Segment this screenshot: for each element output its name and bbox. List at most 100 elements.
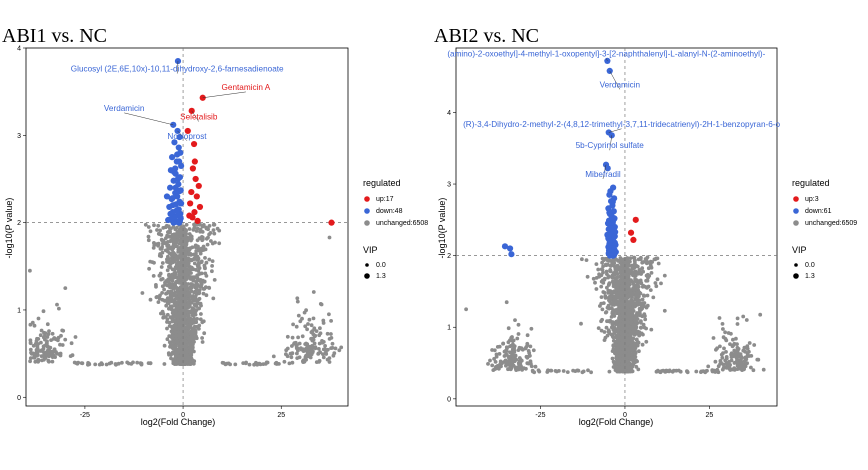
plot-frame [455,47,778,407]
unchanged-point [525,341,530,346]
unchanged-point [185,269,190,274]
unchanged-point [645,303,650,308]
unchanged-point [509,343,514,348]
down-point [175,144,182,151]
unchanged-point [296,313,301,318]
unchanged-point [114,362,119,367]
unchanged-point [192,331,197,336]
unchanged-point [160,261,165,265]
unchanged-point [167,334,172,338]
unchanged-point [187,227,192,231]
unchanged-point [605,285,609,290]
unchanged-point [720,355,725,360]
unchanged-point [295,351,299,356]
unchanged-point [731,337,735,342]
unchanged-point [511,356,516,361]
unchanged-point [188,316,193,321]
unchanged-point [545,369,550,373]
unchanged-point [200,235,204,239]
unchanged-point [170,331,175,336]
unchanged-point [608,264,613,268]
unchanged-point [645,272,650,277]
unchanged-point [649,271,654,275]
unchanged-point [694,369,699,374]
unchanged-point [188,276,193,280]
unchanged-point [193,303,197,308]
unchanged-point [623,315,628,320]
unchanged-point [504,352,509,357]
unchanged-point [631,343,635,348]
unchanged-point [631,309,636,313]
metabolite-label: Mibefradil [585,170,621,179]
unchanged-point [171,251,176,256]
unchanged-point [173,285,178,290]
unchanged-point [198,317,203,322]
unchanged-point [603,310,608,315]
unchanged-point [312,341,317,346]
unchanged-point [648,288,653,292]
x-axis-label: log2(Fold Change) [141,417,216,427]
unchanged-point [508,365,513,370]
unchanged-point [221,361,226,365]
unchanged-point [626,320,630,325]
unchanged-point [296,335,300,340]
unchanged-point [325,347,330,352]
unchanged-point [600,256,605,261]
unchanged-point [635,291,640,296]
down-point [607,188,614,195]
unchanged-point [179,255,184,260]
x-tick-label: 0 [623,412,627,419]
unchanged-point [608,268,613,272]
label-leader-line [177,130,188,141]
unchanged-point [651,295,656,300]
unchanged-point [299,347,304,352]
unchanged-point [295,296,300,301]
unchanged-point [526,361,531,366]
unchanged-point [628,327,633,332]
unchanged-point [536,368,541,373]
up-point [191,209,198,216]
unchanged-point [631,273,635,278]
unchanged-point [504,349,509,353]
unchanged-point [195,285,199,289]
unchanged-point [327,360,332,364]
unchanged-point [186,309,191,314]
unchanged-point [730,344,735,349]
unchanged-point [654,284,659,289]
unchanged-point [290,335,295,340]
up-point [190,140,198,148]
unchanged-point [741,364,746,368]
unchanged-point [41,335,46,340]
unchanged-point [573,369,578,373]
unchanged-point [633,297,637,301]
unchanged-point [183,308,188,312]
unchanged-point [732,361,737,365]
unchanged-point [604,269,609,274]
unchanged-point [624,258,629,262]
unchanged-point [184,303,189,308]
unchanged-point [631,362,636,367]
unchanged-point [178,354,183,359]
unchanged-point [646,284,651,289]
unchanged-point [610,273,615,278]
unchanged-point [601,264,605,269]
unchanged-point [194,251,198,256]
legend-up-label: up:17 [376,196,394,203]
legend-vip-small-marker [365,263,369,267]
unchanged-point [45,339,49,344]
unchanged-point [206,235,210,240]
unchanged-point [337,348,342,353]
unchanged-point [610,320,615,324]
unchanged-point [32,355,37,360]
unchanged-point [308,355,313,360]
unchanged-point [655,277,660,282]
label-leader-line [191,110,199,122]
unchanged-point [179,309,184,313]
unchanged-point [599,284,604,289]
unchanged-point [193,289,198,294]
unchanged-point [699,369,704,374]
unchanged-point [318,326,322,331]
unchanged-point [614,271,619,275]
unchanged-point [490,363,495,368]
unchanged-point [195,277,200,282]
